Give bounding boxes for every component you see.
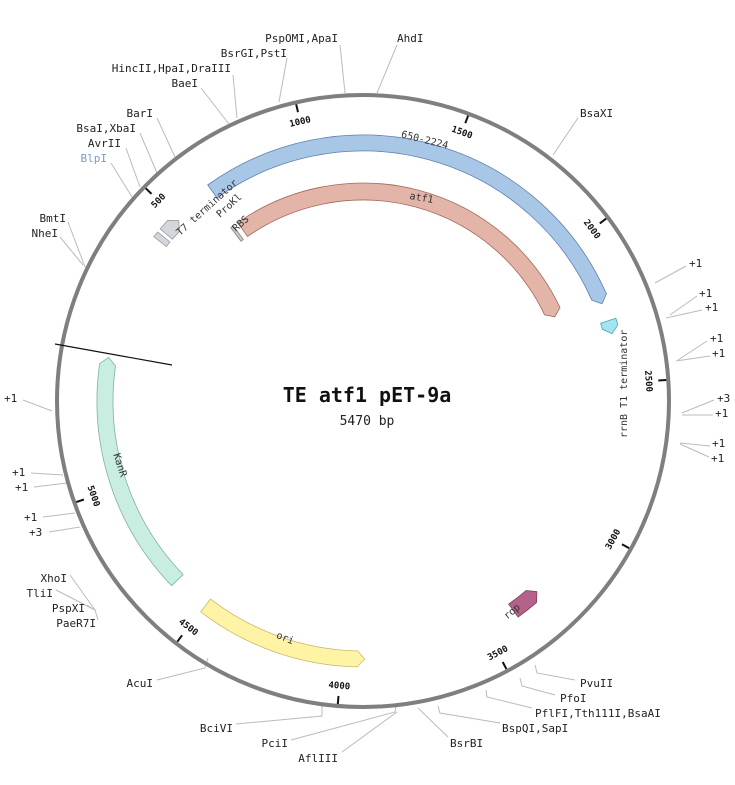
- plasmid-title: TE atf1 pET-9a: [283, 383, 452, 407]
- site-multi-r3[interactable]: +1: [705, 301, 718, 314]
- feature-label-rrnb-t1-terminator: rrnB T1 terminator: [619, 330, 630, 438]
- site-bari[interactable]: BarI: [127, 107, 154, 120]
- tick-label: 4500: [176, 617, 199, 638]
- site-multi-r6[interactable]: +3: [717, 392, 730, 405]
- origin-marker-line: [54, 343, 173, 366]
- feature-label-atf1: atf1: [409, 191, 435, 206]
- feature-atf1[interactable]: [237, 182, 561, 318]
- site-multi-r9[interactable]: +1: [711, 452, 724, 465]
- site-multi-r2[interactable]: +1: [699, 287, 712, 300]
- site-avrii[interactable]: AvrII: [88, 137, 121, 150]
- tick-mark: [336, 695, 340, 705]
- plasmid-backbone: [55, 93, 671, 709]
- tick-label: 2000: [581, 218, 602, 241]
- site-multi-l3[interactable]: +1: [15, 481, 28, 494]
- tick-mark: [501, 661, 508, 670]
- site-xhoi[interactable]: XhoI: [41, 572, 68, 585]
- tick-label: 1000: [289, 115, 312, 130]
- site-hincii-hpai-draiii[interactable]: HincII,HpaI,DraIII: [112, 62, 231, 75]
- site-tlii[interactable]: TliI: [27, 587, 54, 600]
- feature-t7-terminator[interactable]: [159, 219, 180, 240]
- tick-mark: [599, 217, 607, 225]
- site-bcivi[interactable]: BciVI: [200, 722, 233, 735]
- tick-mark: [176, 634, 183, 643]
- site-paer7i[interactable]: PaeR7I: [56, 617, 96, 630]
- site-multi-l2[interactable]: +1: [12, 466, 25, 479]
- site-multi-l5[interactable]: +3: [29, 526, 42, 539]
- plasmid-length: 5470 bp: [340, 414, 395, 429]
- feature-kanr[interactable]: [96, 356, 184, 587]
- tick-label: 3000: [604, 528, 623, 552]
- tick-mark: [145, 187, 153, 195]
- site-bspqi-sapi[interactable]: BspQI,SapI: [502, 722, 568, 735]
- feature-rrnb-t1-terminator[interactable]: [600, 317, 619, 335]
- feature-rbs[interactable]: [230, 225, 244, 242]
- tick-label: 5000: [85, 484, 102, 508]
- site-pvuii[interactable]: PvuII: [580, 677, 613, 690]
- site-ahdi[interactable]: AhdI: [397, 32, 424, 45]
- tick-mark: [621, 543, 630, 549]
- tick-mark: [75, 498, 85, 504]
- feature-ori[interactable]: [200, 598, 366, 668]
- site-bmti[interactable]: BmtI: [40, 212, 67, 225]
- feature-t7-terminator-box[interactable]: [153, 231, 171, 248]
- site-bsaxi[interactable]: BsaXI: [580, 107, 613, 120]
- tick-label: 3500: [486, 644, 510, 663]
- site-pspxi[interactable]: PspXI: [52, 602, 85, 615]
- tick-label: 500: [150, 192, 169, 211]
- tick-label: 1500: [450, 125, 474, 142]
- site-afliii[interactable]: AflIII: [298, 752, 338, 765]
- site-nhei[interactable]: NheI: [32, 227, 59, 240]
- site-multi-r8[interactable]: +1: [712, 437, 725, 450]
- site-acui[interactable]: AcuI: [127, 677, 154, 690]
- site-baei[interactable]: BaeI: [172, 77, 199, 90]
- site-pcii[interactable]: PciI: [262, 737, 289, 750]
- feature-650-2224[interactable]: [207, 134, 607, 305]
- site-bsrgi-psti[interactable]: BsrGI,PstI: [221, 47, 287, 60]
- site-multi-r7[interactable]: +1: [715, 407, 728, 420]
- feature-rop[interactable]: [508, 590, 538, 618]
- site-multi-r4[interactable]: +1: [710, 332, 723, 345]
- features: [96, 134, 619, 668]
- site-pfoi[interactable]: PfoI: [560, 692, 587, 705]
- site-multi-r1[interactable]: +1: [689, 257, 702, 270]
- site-pflfi-tth111i-bsaai[interactable]: PflFI,Tth111I,BsaAI: [535, 707, 661, 720]
- site-bsai-xbai[interactable]: BsaI,XbaI: [76, 122, 136, 135]
- site-pspomi-apai[interactable]: PspOMI,ApaI: [265, 32, 338, 45]
- tick-mark: [295, 104, 299, 113]
- site-multi-l1[interactable]: +1: [4, 392, 17, 405]
- site-multi-r5[interactable]: +1: [712, 347, 725, 360]
- site-bsrbi[interactable]: BsrBI: [450, 737, 483, 750]
- tick-mark: [464, 115, 470, 124]
- tick-label: 2500: [642, 370, 653, 392]
- cut-site-labels: PspOMI,ApaI AhdI BsrGI,PstI HincII,HpaI,…: [4, 32, 730, 765]
- cut-site-leader-lines: [22, 44, 715, 753]
- site-multi-l4[interactable]: +1: [24, 511, 37, 524]
- tick-mark: [658, 379, 667, 382]
- tick-label: 4000: [328, 681, 350, 693]
- site-blpi[interactable]: BlpI: [81, 152, 108, 165]
